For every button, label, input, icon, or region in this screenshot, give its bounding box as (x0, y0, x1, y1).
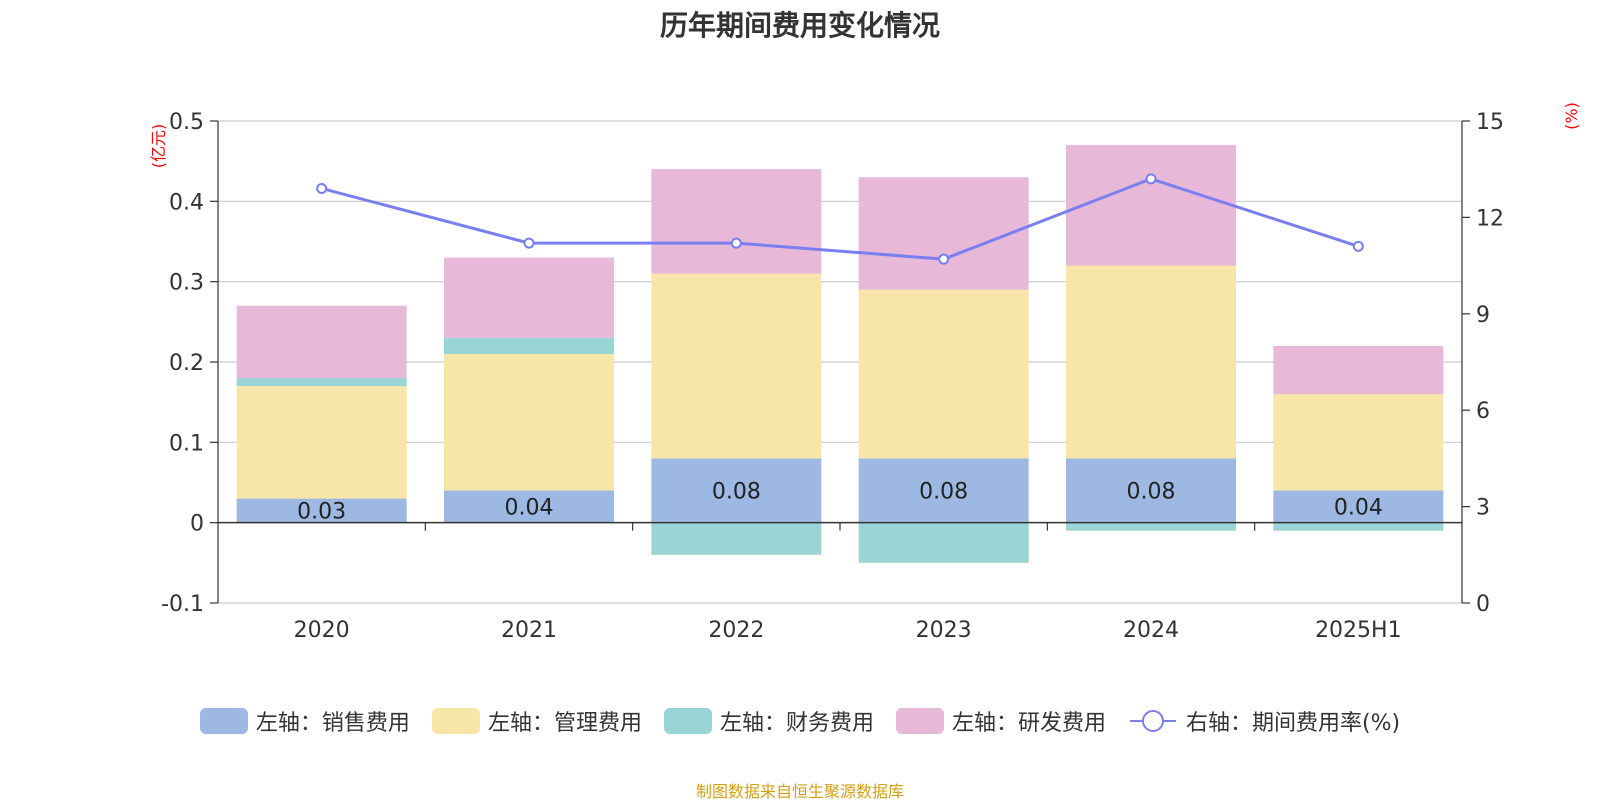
y-left-tick-label: 0.3 (169, 271, 204, 296)
y-right-tick-label: 6 (1476, 399, 1490, 424)
y-right-tick-label: 0 (1476, 592, 1490, 617)
bar-segment (1273, 522, 1444, 531)
rate-point (1145, 173, 1157, 185)
x-tick-label: 2025H1 (1315, 618, 1402, 643)
bar-segment (858, 458, 1029, 523)
source-note: 制图数据来自恒生聚源数据库 (695, 782, 904, 801)
bar-segment (858, 522, 1029, 563)
rate-point (316, 182, 328, 194)
rate-point (938, 253, 950, 265)
bar-segment (1066, 145, 1236, 266)
bar-data-label: 0.03 (297, 500, 346, 525)
rate-point (523, 237, 535, 249)
x-tick-label: 2024 (1123, 618, 1179, 643)
bar-segment (444, 257, 614, 338)
legend-item[interactable]: 左轴：销售费用 (199, 705, 410, 737)
bar-segment (1273, 345, 1444, 395)
legend-swatch (199, 708, 248, 734)
legend-item[interactable]: 左轴：研发费用 (895, 705, 1106, 737)
bar-data-label: 0.04 (505, 496, 554, 521)
y-left-tick-label: 0 (190, 512, 204, 537)
labels: -0.1 0 0.1 0.2 0.3 0.4 0.5 0 3 6 9 12 15 2020 2021 2022… (149, 102, 1581, 643)
y-right-tick-label: 3 (1476, 496, 1490, 521)
legend-swatch (663, 708, 712, 734)
bar-data-label: 0.04 (1334, 496, 1383, 521)
legend-swatch (895, 708, 944, 734)
legend-label: 右轴：期间费用率(%) (1185, 711, 1401, 736)
legend-item[interactable]: 左轴：财务费用 (663, 705, 874, 737)
y-left-tick-label: -0.1 (161, 592, 204, 617)
x-tick-label: 2021 (501, 618, 557, 643)
bar-segment (236, 386, 407, 499)
bar-segment (444, 490, 614, 523)
bar-segment (1273, 394, 1444, 491)
bar-segment (858, 177, 1029, 290)
rate-point (1352, 240, 1364, 252)
y-right-tick-label: 9 (1476, 303, 1490, 328)
bar-segment (1066, 265, 1236, 459)
bar-segment (858, 289, 1029, 459)
legend-label: 左轴：管理费用 (487, 711, 642, 736)
legend-item[interactable]: 右轴：期间费用率(%) (1128, 705, 1400, 737)
legend-label: 左轴：财务费用 (719, 711, 874, 736)
x-tick-label: 2023 (916, 618, 972, 643)
bar-segment (1066, 522, 1236, 531)
y-right-unit-label: (%) (1562, 102, 1581, 130)
y-right-tick-label: 15 (1476, 110, 1504, 135)
bar-data-label: 0.08 (712, 480, 761, 505)
bar-segment (1273, 490, 1444, 523)
legend-label: 左轴：销售费用 (255, 711, 410, 736)
y-left-tick-label: 0.4 (169, 190, 204, 215)
bar-segment (651, 169, 822, 274)
x-tick-label: 2020 (294, 618, 350, 643)
grid-lines (218, 120, 1462, 604)
y-left-unit-label: (亿元) (149, 124, 168, 169)
legend-label: 左轴：研发费用 (951, 711, 1106, 736)
axes (210, 120, 1470, 604)
legend-item[interactable]: 左轴：管理费用 (431, 705, 642, 737)
bar-segment (236, 378, 407, 387)
legend-swatch (431, 708, 480, 734)
bar-segment (236, 305, 407, 379)
y-right-tick-label: 12 (1476, 206, 1504, 231)
bar-segment (651, 458, 822, 523)
legend: 左轴：销售费用 左轴：管理费用 左轴：财务费用 左轴：研发费用 右轴：期间费用率(%) (0, 705, 1600, 737)
chart-title: 历年期间费用变化情况 (659, 9, 940, 42)
bar-data-label: 0.08 (919, 480, 968, 505)
legend-line-marker-icon (1129, 710, 1176, 732)
y-left-tick-label: 0.2 (169, 351, 204, 376)
rate-line (321, 177, 1359, 261)
bar-segment (651, 522, 822, 555)
y-left-tick-label: 0.5 (169, 110, 204, 135)
bar-data-label: 0.08 (1127, 480, 1176, 505)
bar-segment (651, 273, 822, 459)
y-left-tick-label: 0.1 (169, 431, 204, 456)
rate-line-series (316, 173, 1364, 265)
x-tick-label: 2022 (708, 618, 764, 643)
bar-segment (444, 337, 614, 354)
bars (236, 145, 1444, 563)
rate-point (730, 237, 742, 249)
bar-segment (236, 498, 407, 523)
bar-segment (444, 353, 614, 491)
bar-segment (1066, 458, 1236, 523)
